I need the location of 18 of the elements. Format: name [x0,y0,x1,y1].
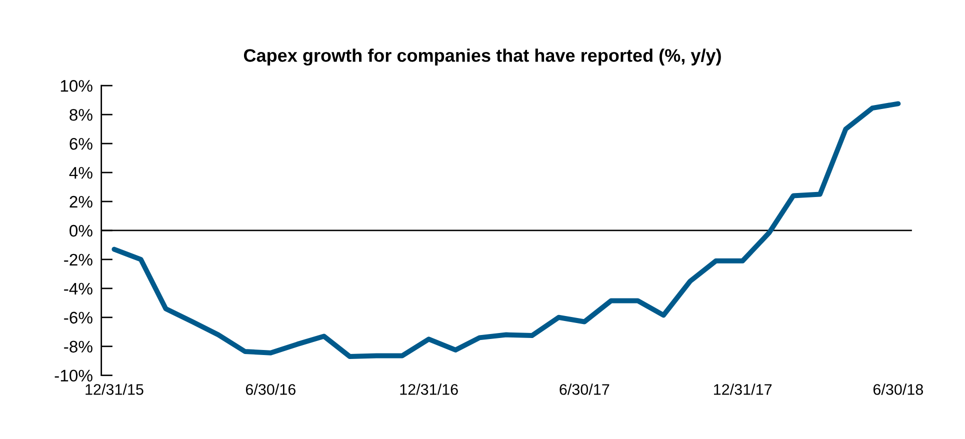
y-tick-label: 0% [70,224,92,237]
x-tick-label: 6/30/17 [560,384,610,395]
y-tick-label: -10% [54,370,92,382]
y-tick-label: 6% [70,138,92,150]
x-tick-label: 6/30/16 [246,384,296,395]
chart-title: Capex growth for companies that have reported (%, y/y) [244,48,721,66]
x-tick-label: 6/30/18 [873,384,923,395]
y-tick-label: 10% [60,80,92,92]
y-tick-label: -8% [64,340,92,353]
y-tick-label: -6% [64,312,92,324]
x-tick-label: 12/31/16 [400,384,458,395]
y-tick-label: 4% [69,167,92,179]
y-tick-label: 2% [70,196,92,208]
y-tick-label: -4% [64,282,92,295]
x-tick-label: 12/31/17 [714,384,772,395]
y-tick-label: -2% [64,254,92,266]
y-tick-label: 8% [70,108,92,121]
x-tick-label: 12/31/15 [86,384,144,395]
